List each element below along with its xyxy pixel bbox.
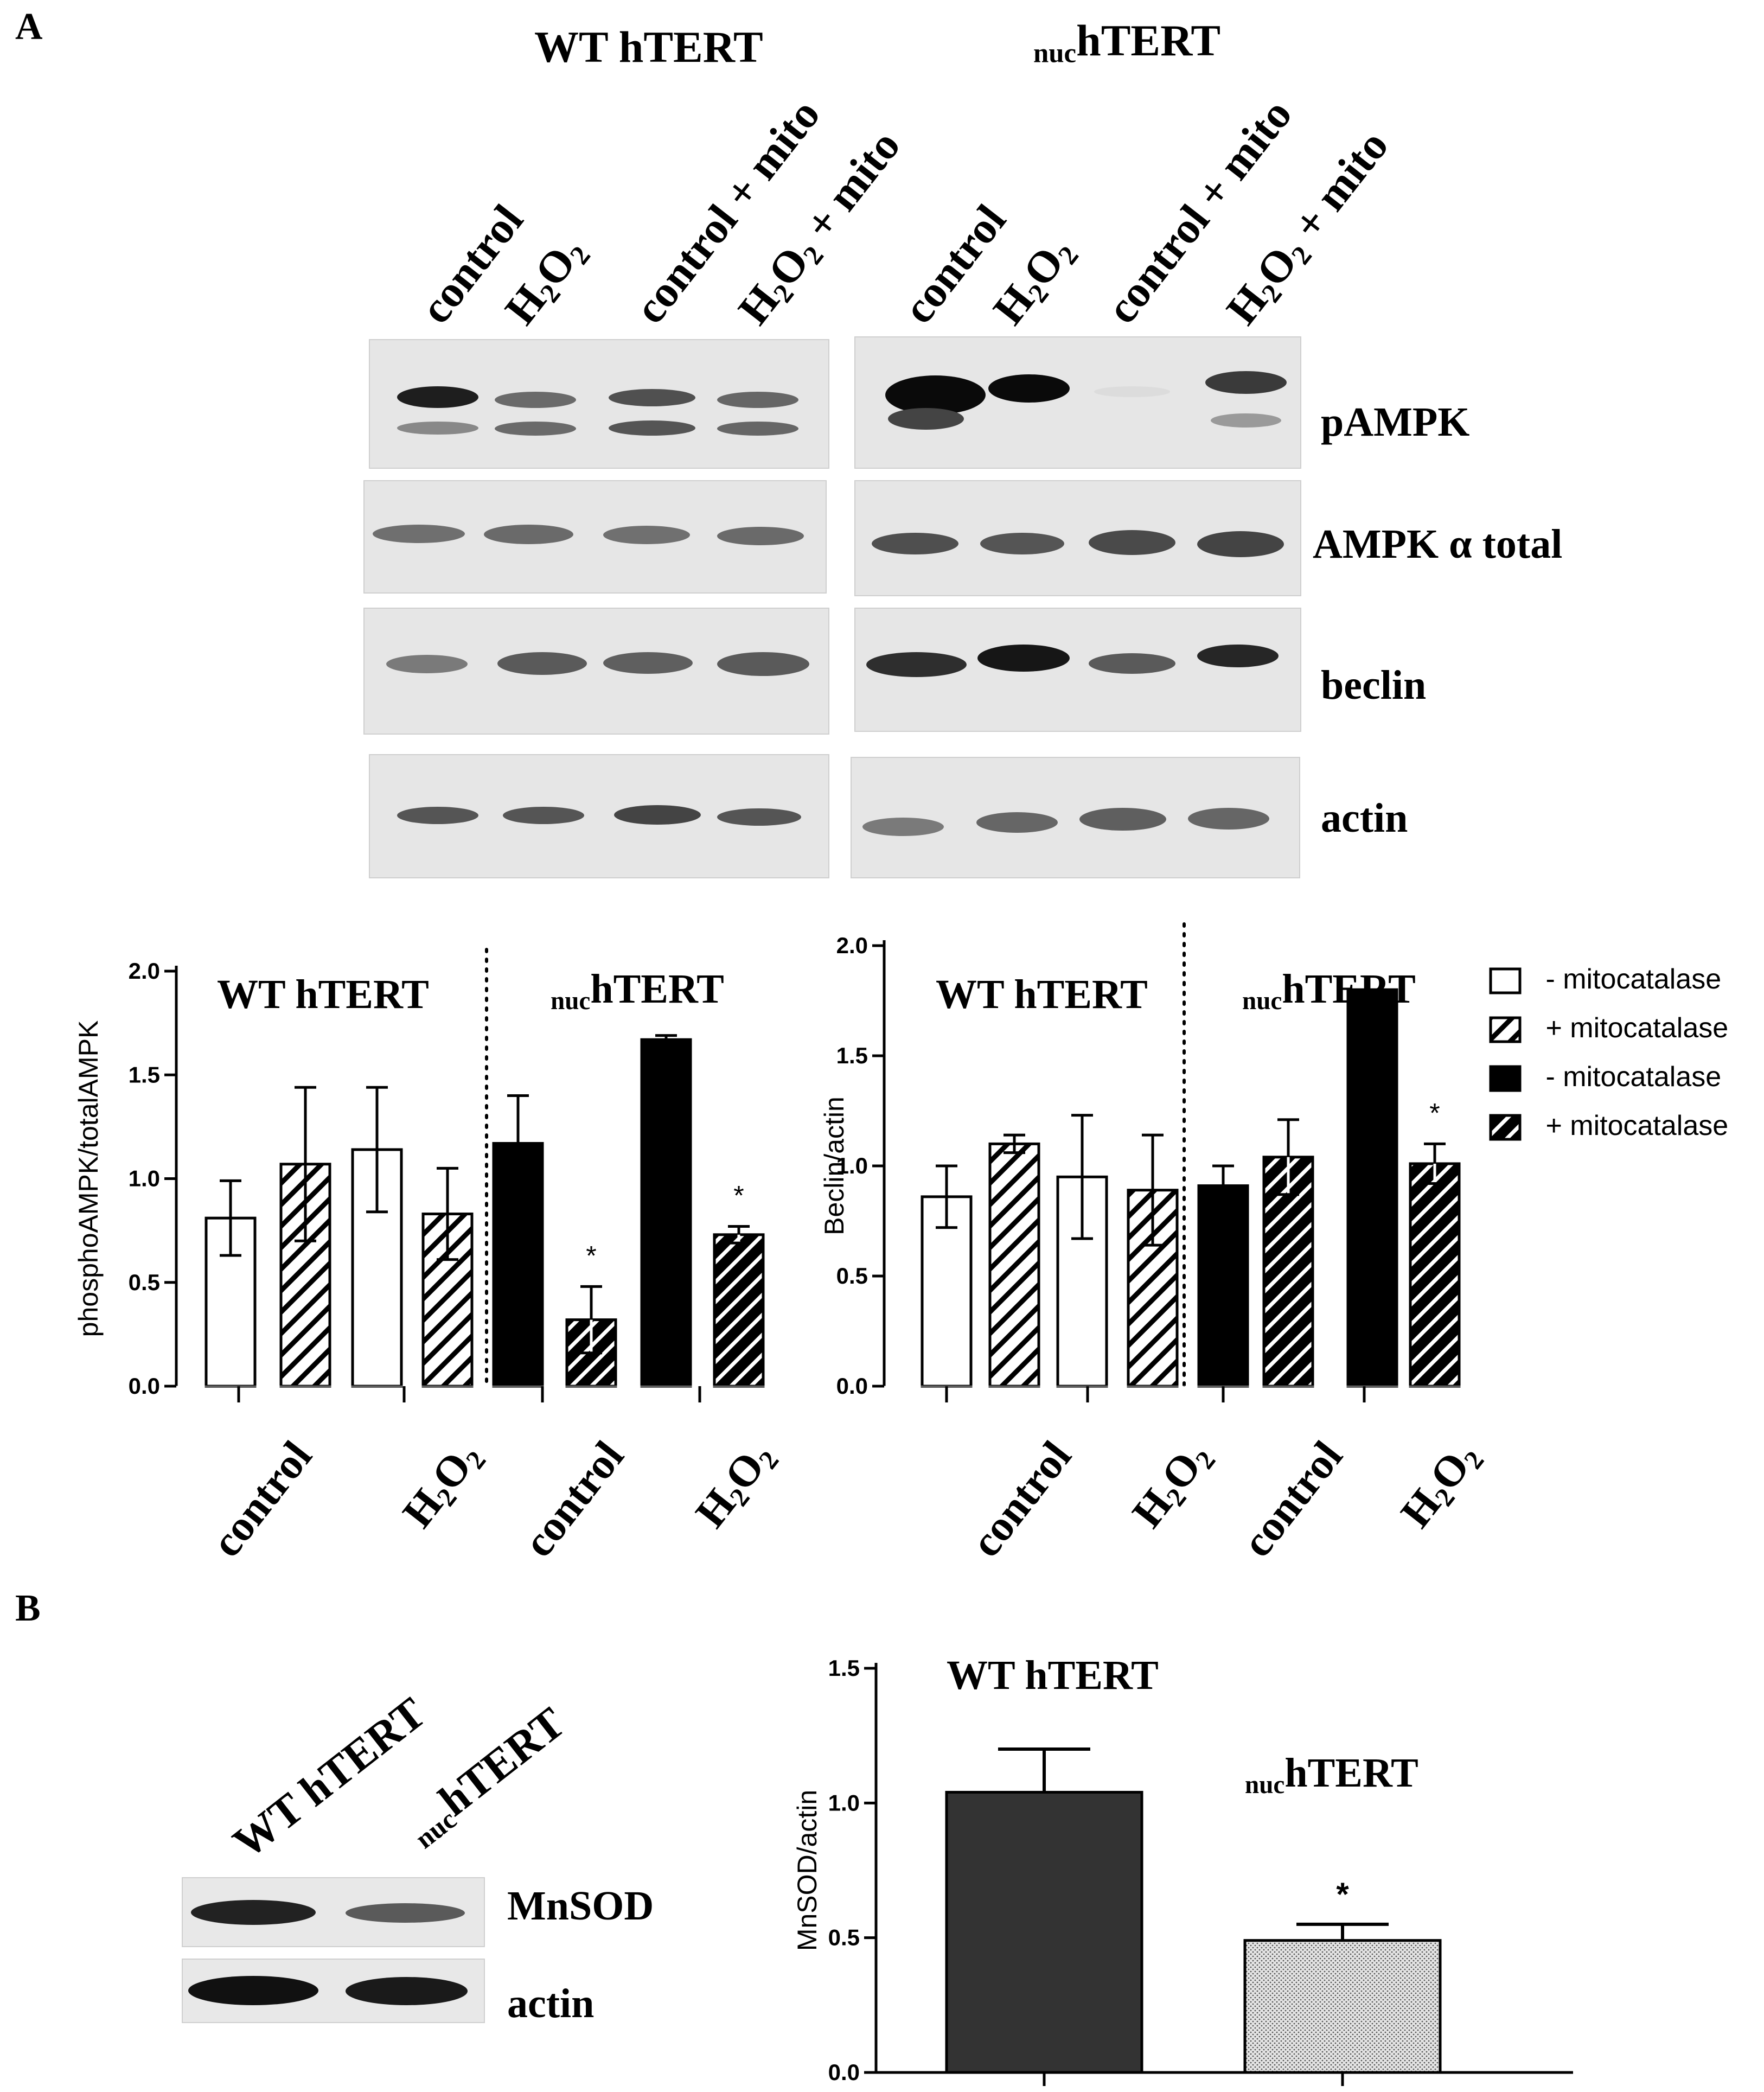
bar xyxy=(988,1142,1040,1388)
legend-item-white: - mitocatalase xyxy=(1489,963,1721,996)
row-label-b-actin: actin xyxy=(507,1981,595,2026)
chart-phosphoampk: 0.0 0.5 1.0 1.5 2.0 phosphoAMPK/totalAMPK * * xyxy=(73,948,770,1402)
nuc-main: hTERT xyxy=(1076,16,1221,65)
y-tick-label: 0.0 xyxy=(836,1373,868,1399)
chart2-title-nuc: nuchTERT xyxy=(1242,966,1416,1015)
blot-nuc-ampk-total xyxy=(854,480,1301,596)
blot-wt-actin xyxy=(369,754,829,878)
panel-b-letter: B xyxy=(15,1587,41,1629)
legend-swatch xyxy=(1489,967,1522,994)
nuc-subscript: nuc xyxy=(1033,37,1077,68)
y-tick-label: 2.0 xyxy=(129,958,160,984)
legend-item-hatch-light: + mitocatalase xyxy=(1489,1012,1728,1044)
chart1-title-nuc: nuchTERT xyxy=(551,966,724,1015)
significance-star: * xyxy=(1429,1098,1440,1128)
significance-star: * xyxy=(586,1240,596,1271)
row-label-b-mnsod: MnSOD xyxy=(507,1883,654,1929)
blot-nuc-beclin xyxy=(854,608,1301,732)
legend-item-black: - mitocatalase xyxy=(1489,1061,1721,1093)
y-tick-label: 0.0 xyxy=(828,2059,860,2085)
bar xyxy=(1243,1939,1442,2074)
blot-nuc-pampk xyxy=(854,336,1301,469)
y-axis-label: phosphoAMPK/totalAMPK xyxy=(73,1021,104,1337)
chart3-title-nuc: nuchTERT xyxy=(1245,1750,1418,1799)
bar xyxy=(640,1038,692,1388)
chart-beclin: 0.0 0.5 1.0 1.5 2.0 Beclin/actin * xyxy=(819,922,1465,1402)
y-tick-label: 0.0 xyxy=(129,1373,160,1399)
chart1-title-wt: WT hTERT xyxy=(217,972,429,1017)
significance-star: * xyxy=(733,1180,744,1210)
blot-title-wt: WT hTERT xyxy=(534,22,763,72)
bar xyxy=(713,1233,765,1388)
y-tick-label: 1.5 xyxy=(129,1062,160,1087)
row-label-actin: actin xyxy=(1321,795,1408,841)
blot-title-nuc: nuchTERT xyxy=(1033,15,1220,69)
blot-b-actin xyxy=(182,1959,485,2023)
blot-wt-ampk-total xyxy=(363,480,827,594)
bar xyxy=(1197,1184,1249,1388)
legend-swatch xyxy=(1489,1114,1522,1141)
y-axis-label: Beclin/actin xyxy=(819,1096,849,1235)
chart3-title-wt: WT hTERT xyxy=(947,1653,1159,1698)
blot-nuc-actin xyxy=(851,757,1300,878)
significance-star: * xyxy=(1336,1876,1349,1912)
blot-wt-beclin xyxy=(363,608,829,735)
y-tick-label: 0.5 xyxy=(836,1263,868,1289)
legend-swatch xyxy=(1489,1065,1522,1092)
row-label-ampk-total: AMPK α total xyxy=(1313,521,1563,567)
chart2-title-wt: WT hTERT xyxy=(936,972,1148,1017)
bar xyxy=(1409,1162,1461,1388)
chart-mnsod: 0.0 0.5 1.0 1.5 MnSOD/actin * xyxy=(792,1655,1573,2086)
y-tick-label: 1.0 xyxy=(129,1166,160,1191)
bar xyxy=(1346,988,1398,1388)
blot-wt-pampk xyxy=(369,339,829,469)
y-tick-label: 1.5 xyxy=(836,1043,868,1068)
legend-swatch xyxy=(1489,1016,1522,1043)
y-tick-label: 0.5 xyxy=(828,1925,860,1950)
y-tick-label: 2.0 xyxy=(836,933,868,958)
row-label-beclin: beclin xyxy=(1321,662,1427,708)
y-tick-label: 1.5 xyxy=(828,1655,860,1681)
row-label-pampk: pAMPK xyxy=(1321,399,1470,445)
y-tick-label: 0.5 xyxy=(129,1270,160,1295)
y-tick-label: 1.0 xyxy=(836,1153,868,1178)
legend-item-hatch-dark: + mitocatalase xyxy=(1489,1109,1728,1142)
panel-a-letter: A xyxy=(15,6,43,48)
band xyxy=(397,386,478,408)
y-tick-label: 1.0 xyxy=(828,1790,860,1815)
bar xyxy=(945,1790,1143,2074)
y-axis-label: MnSOD/actin xyxy=(792,1790,822,1951)
blot-b-mnsod xyxy=(182,1877,485,1947)
